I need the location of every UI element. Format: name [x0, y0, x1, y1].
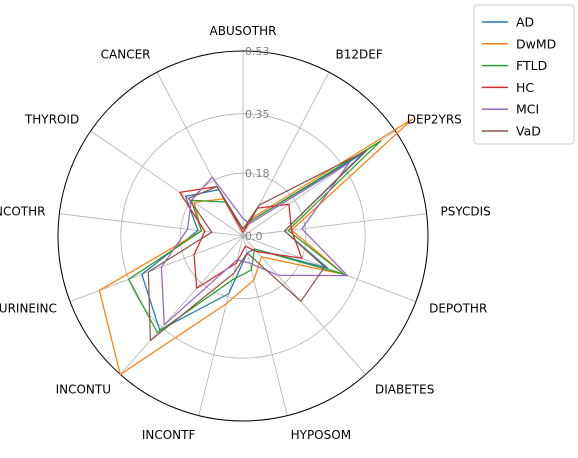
axis-label-ncothr: NCOTHR	[0, 204, 46, 218]
spoke-hyposom	[242, 235, 288, 416]
grid-ring-1	[179, 172, 307, 300]
axis-label-incontu: INCONTU	[56, 382, 111, 396]
series-line-mci	[160, 162, 350, 326]
spoke-incontf	[198, 235, 244, 416]
series-line-vad	[147, 150, 368, 342]
grid-ring-2	[120, 113, 366, 359]
legend-label-ftld: FTLD	[516, 58, 547, 73]
axis-label-abusothr: ABUSOTHR	[210, 24, 277, 38]
axis-label-thyroid: THYROID	[24, 113, 79, 127]
spoke-depothr	[242, 235, 417, 302]
r-tick-label: 0.53	[245, 45, 270, 58]
outer-frame	[57, 50, 429, 422]
r-tick-label: 0.35	[245, 108, 270, 121]
legend-label-dwmd: DwMD	[516, 36, 556, 51]
radar-series	[98, 118, 414, 376]
legend-label-ad: AD	[516, 15, 534, 30]
axis-label-incontf: INCONTF	[142, 428, 196, 442]
axis-label-depothr: DEPOTHR	[429, 302, 487, 316]
spoke-cancer	[156, 72, 244, 237]
axis-label-cancer: CANCER	[101, 48, 151, 62]
spoke-urineinc	[69, 235, 244, 302]
series-line-hc	[179, 185, 303, 289]
axis-label-b12def: B12DEF	[336, 48, 383, 62]
r-tick-label: 0.0	[245, 230, 263, 243]
r-tick-label: 0.18	[245, 167, 270, 180]
axis-label-hyposom: HYPOSOM	[291, 428, 351, 442]
series-line-dwmd	[98, 118, 414, 376]
legend: AD DwMD FTLD HC MCI VaD	[473, 4, 575, 145]
axis-label-diabetes: DIABETES	[375, 382, 434, 396]
radar-grid	[57, 50, 429, 422]
legend-label-hc: HC	[516, 80, 534, 95]
legend-label-vad: VaD	[516, 124, 541, 139]
spoke-diabetes	[242, 235, 366, 375]
axis-labels: 0.0 0.18 0.35 0.53 ABUSOTHR B12DEF DEP2YRS PSYC…	[0, 24, 491, 442]
spoke-thyroid	[90, 130, 244, 237]
spoke-dep2yrs	[242, 130, 396, 237]
axis-label-psycdis: PSYCDIS	[441, 204, 491, 218]
axis-label-urineinc: URINEINC	[0, 302, 57, 316]
axis-label-dep2yrs: DEP2YRS	[407, 113, 462, 127]
legend-label-mci: MCI	[516, 102, 539, 117]
spoke-psycdis	[242, 213, 427, 237]
spoke-incontu	[120, 235, 244, 375]
